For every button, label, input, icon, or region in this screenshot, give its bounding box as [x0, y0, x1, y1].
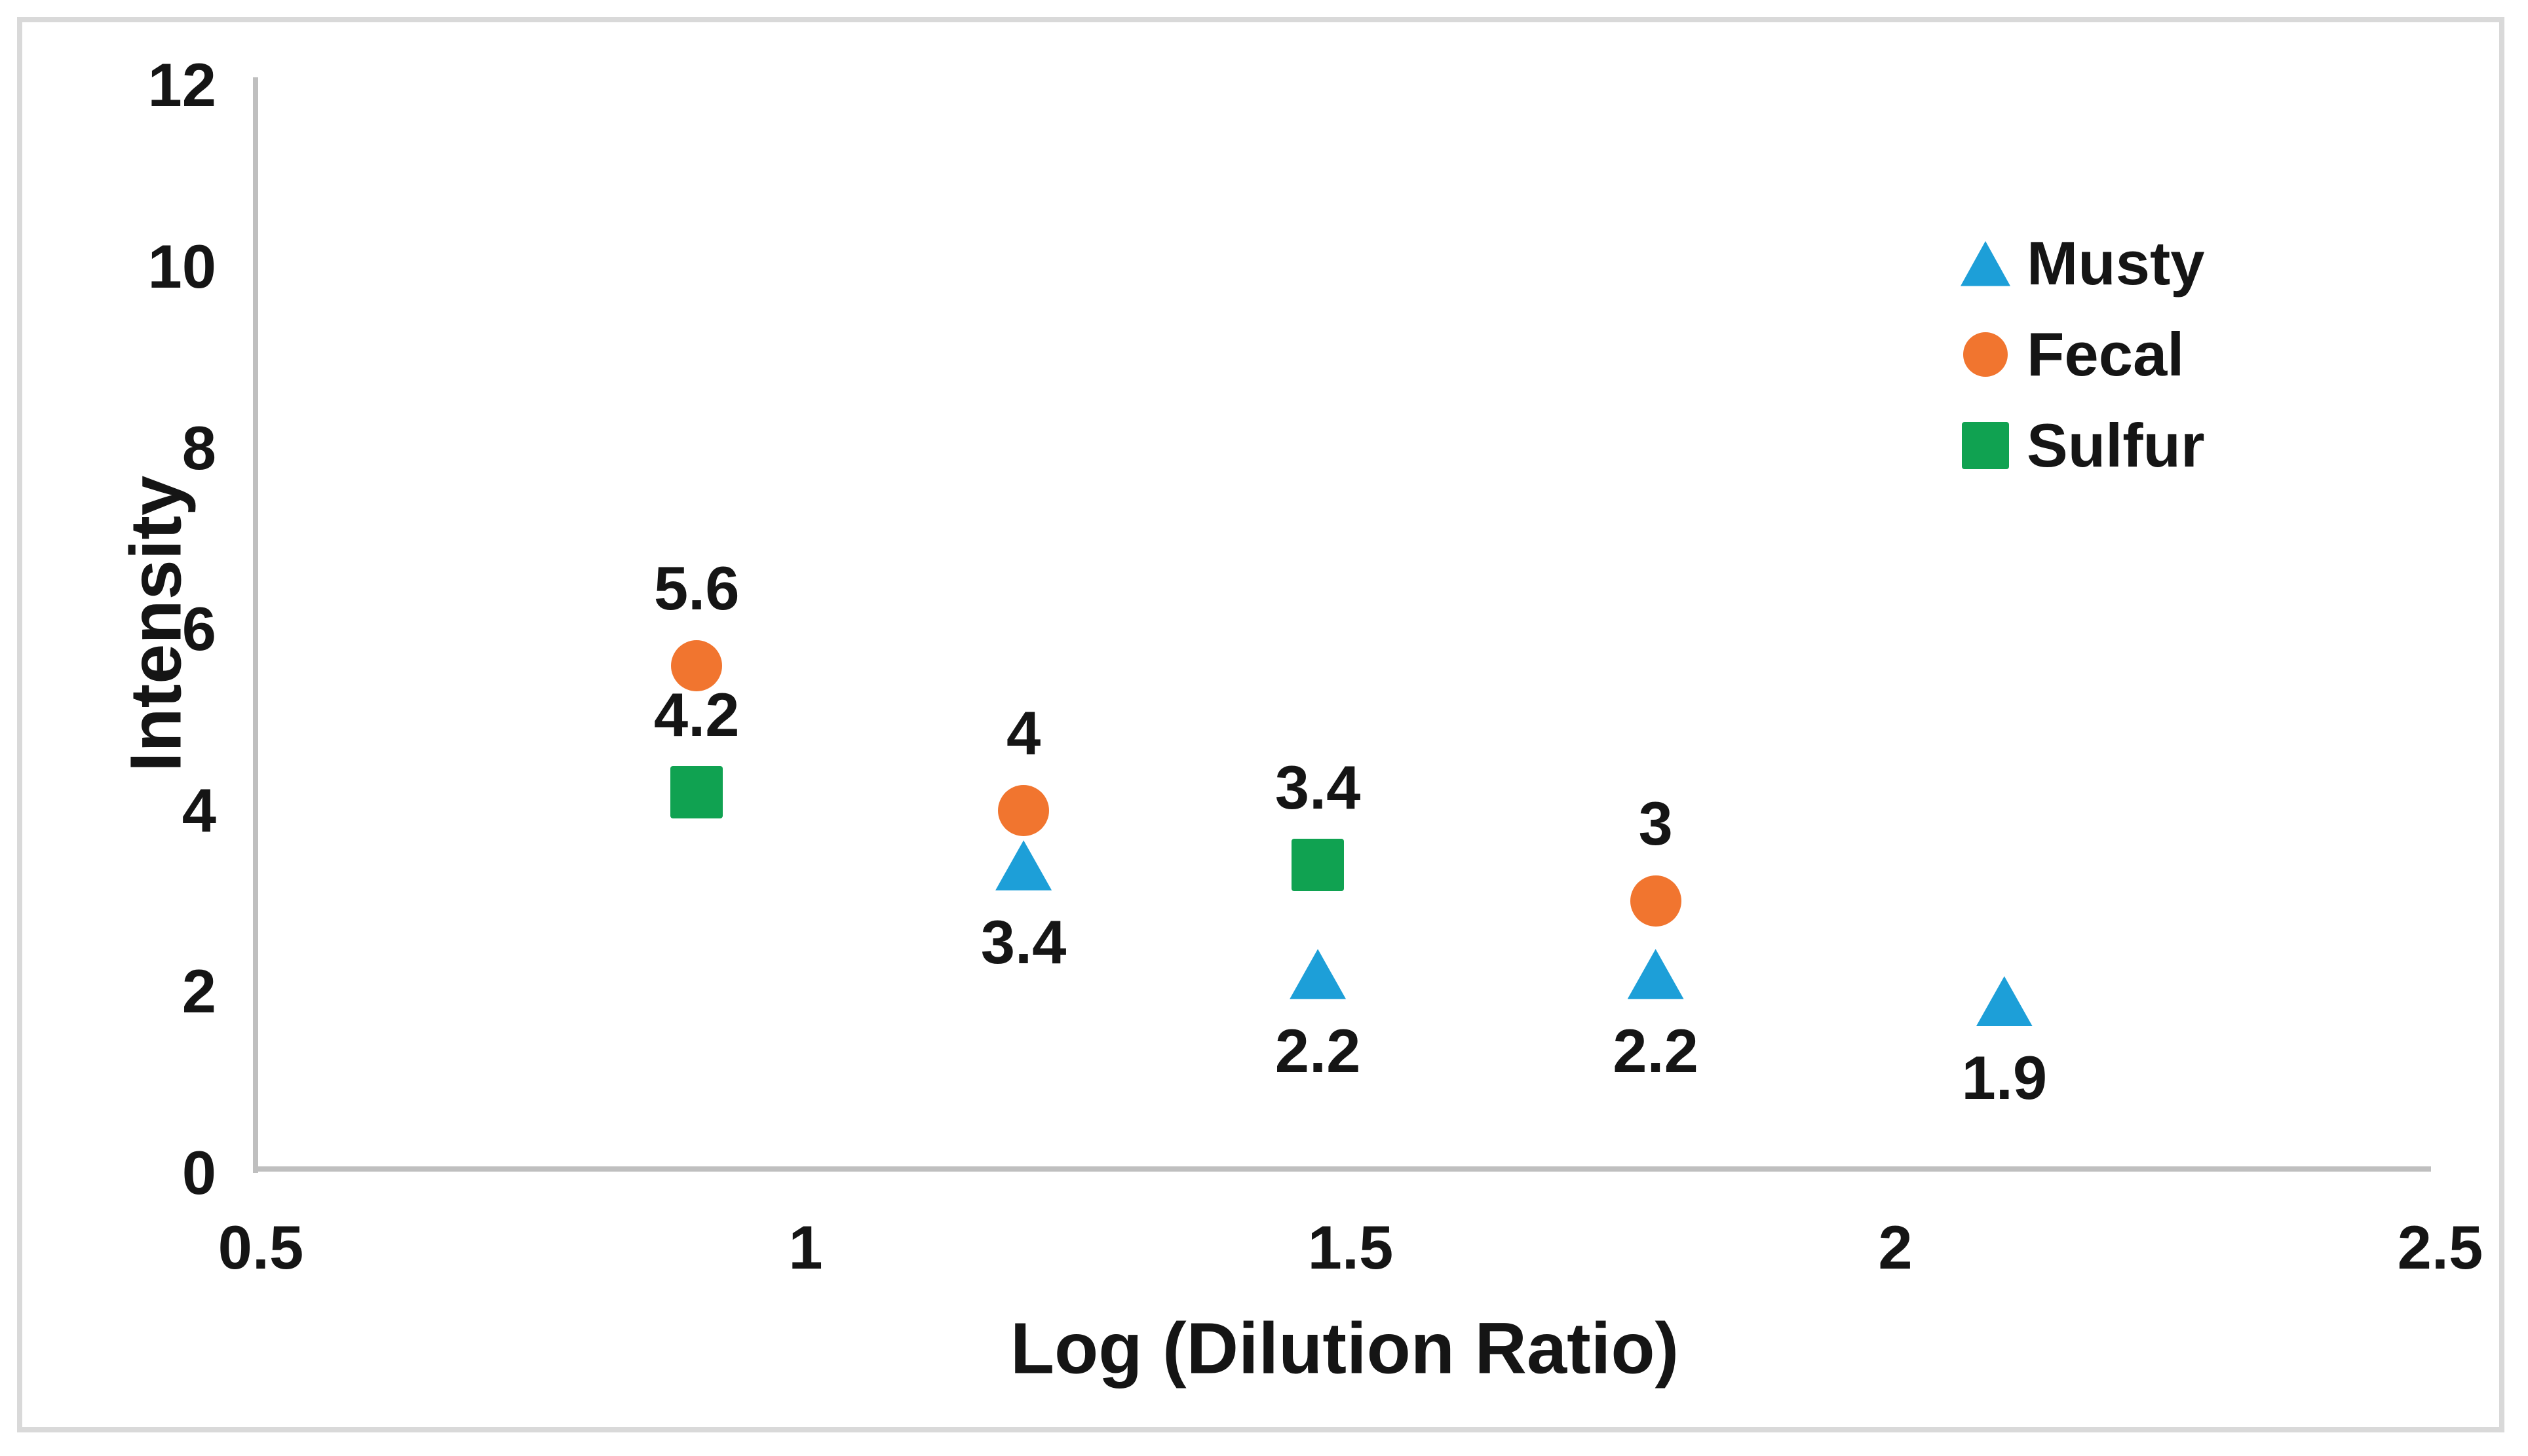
x-tick-label: 1: [788, 1213, 823, 1282]
legend-label-fecal: Fecal: [2027, 319, 2185, 389]
data-point-label: 5.6: [653, 553, 740, 623]
legend-label-sulfur: Sulfur: [2027, 410, 2205, 480]
x-tick-label: 2: [1878, 1213, 1913, 1282]
musty-triangle-icon: [1956, 234, 2015, 293]
data-point-label: 4.2: [653, 680, 740, 750]
y-axis-line: [253, 77, 258, 1173]
x-axis-title: Log (Dilution Ratio): [1010, 1308, 1679, 1389]
x-tick-label: 2.5: [2397, 1213, 2483, 1282]
data-point-label: 3.4: [980, 907, 1067, 976]
sulfur-marker: [1292, 838, 1345, 891]
y-tick-label: 8: [182, 413, 216, 482]
y-tick-label: 6: [182, 594, 216, 664]
legend-item-musty: Musty: [1956, 218, 2205, 309]
data-point-label: 1.9: [1961, 1043, 2048, 1113]
legend-item-sulfur: Sulfur: [1956, 400, 2205, 491]
y-tick-label: 0: [182, 1138, 216, 1207]
data-point-label: 4: [1006, 698, 1041, 767]
x-tick-label: 0.5: [218, 1213, 304, 1282]
legend-item-fecal: Fecal: [1956, 309, 2205, 400]
sulfur-square-icon: [1956, 416, 2015, 475]
data-point-label: 3.4: [1274, 752, 1361, 822]
fecal-marker: [1630, 875, 1681, 927]
y-tick-label: 12: [147, 50, 216, 120]
legend: Musty Fecal Sulfur: [1956, 218, 2205, 491]
data-point-label: 3: [1638, 789, 1673, 858]
y-tick-label: 2: [182, 957, 216, 1026]
sulfur-marker: [670, 766, 723, 819]
fecal-marker: [998, 784, 1050, 836]
y-tick-label: 4: [182, 775, 216, 845]
y-tick-label: 10: [147, 232, 216, 301]
figure-border: [17, 17, 2504, 1432]
data-point-label: 2.2: [1274, 1016, 1361, 1085]
x-axis-line: [253, 1166, 2431, 1172]
legend-label-musty: Musty: [2027, 228, 2205, 297]
fecal-marker: [671, 640, 723, 691]
data-point-label: 2.2: [1613, 1016, 1698, 1085]
x-tick-label: 1.5: [1307, 1213, 1394, 1282]
fecal-circle-icon: [1956, 325, 2015, 384]
